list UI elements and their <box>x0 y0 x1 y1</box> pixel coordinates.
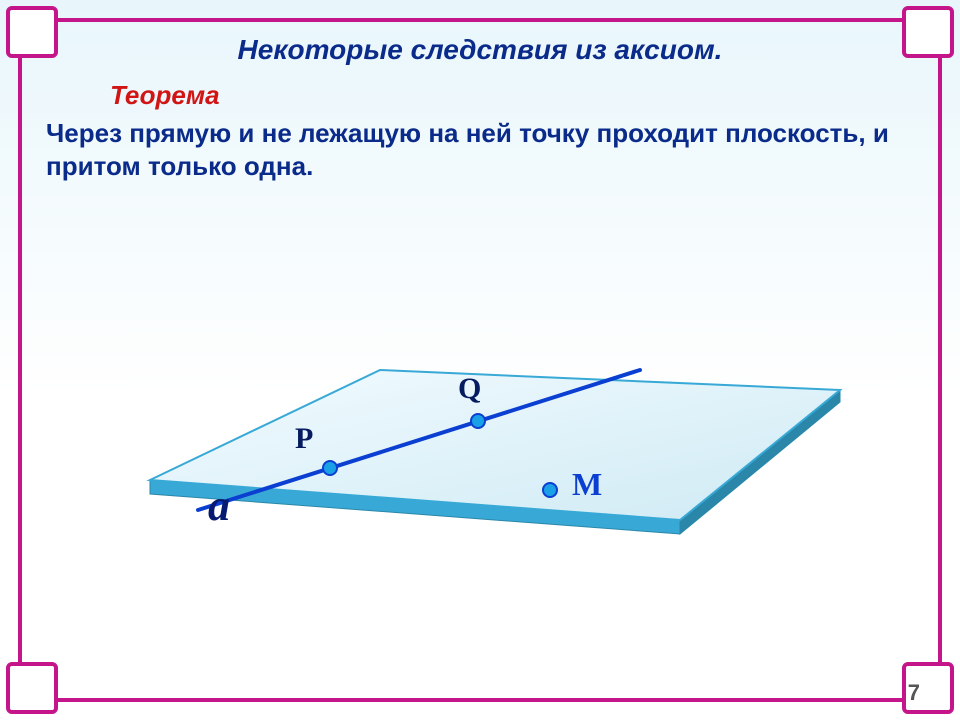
page-number: 7 <box>908 680 920 706</box>
label-Q: Q <box>458 372 481 405</box>
slide-title: Некоторые следствия из аксиом. <box>40 34 920 66</box>
diagram-svg: P Q Мa <box>40 290 920 620</box>
theorem-text: Через прямую и не лежащую на ней точку п… <box>46 117 914 182</box>
label-line-a: a <box>208 481 230 530</box>
slide-subtitle: Теорема <box>110 80 920 111</box>
point-M <box>543 483 557 497</box>
label-P: P <box>295 422 313 455</box>
label-M: М <box>572 466 602 502</box>
slide-content: Некоторые следствия из аксиом. Теорема Ч… <box>40 30 920 690</box>
point-Q <box>471 414 485 428</box>
geometry-diagram: P Q Мa <box>40 290 920 620</box>
point-P <box>323 461 337 475</box>
